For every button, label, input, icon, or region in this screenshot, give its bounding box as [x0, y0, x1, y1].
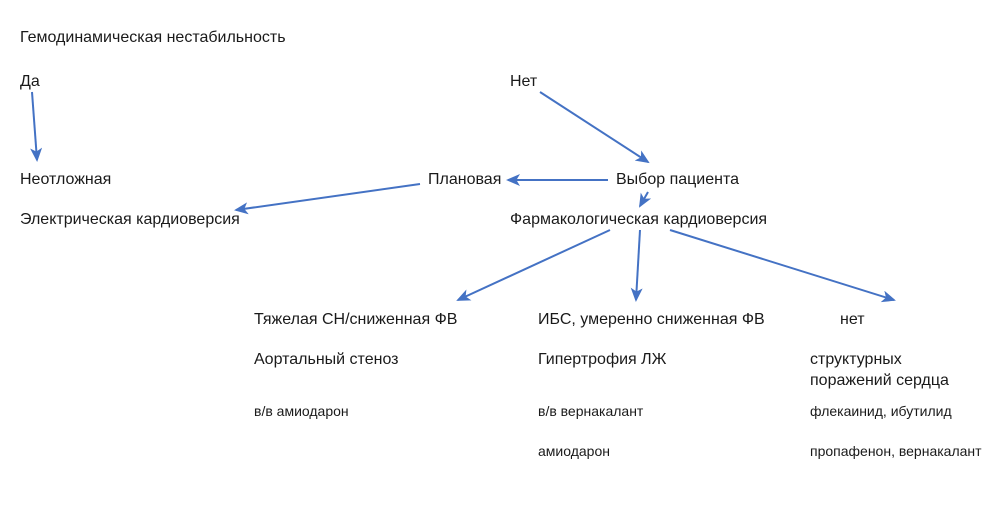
flow-edge-pharma_to_col3	[670, 230, 894, 300]
flow-node-title: Гемодинамическая нестабильность	[20, 28, 286, 49]
flow-node-planned: Плановая	[428, 170, 501, 191]
flow-edge-choice_to_pharma	[640, 192, 648, 206]
flow-node-col2_l3: в/в вернакалант	[538, 402, 643, 420]
flow-node-col1_l1: Тяжелая СН/сниженная ФВ	[254, 310, 457, 331]
flow-node-choice: Выбор пациента	[616, 170, 739, 191]
flow-node-col2_l1: ИБС, умеренно сниженная ФВ	[538, 310, 765, 331]
flow-edge-yes_to_urgent	[32, 92, 37, 160]
flow-node-col3_l1: нет	[840, 310, 865, 331]
flowchart-arrows	[0, 0, 1000, 514]
flow-edge-pharma_to_col2	[636, 230, 640, 300]
flow-node-no: Нет	[510, 72, 537, 93]
flow-edge-no_to_choice	[540, 92, 648, 162]
flow-node-electric: Электрическая кардиоверсия	[20, 210, 240, 231]
flow-node-col3_l2: структурных поражений сердца	[810, 350, 949, 392]
flow-node-col3_l3: флекаинид, ибутилид	[810, 402, 952, 420]
flow-node-col1_l2: Аортальный стеноз	[254, 350, 399, 371]
flow-node-urgent: Неотложная	[20, 170, 111, 191]
flow-edge-planned_to_electric	[236, 184, 420, 210]
flow-node-pharma: Фармакологическая кардиоверсия	[510, 210, 767, 231]
flow-edge-pharma_to_col1	[458, 230, 610, 300]
flow-node-col2_l4: амиодарон	[538, 442, 610, 460]
flow-node-yes: Да	[20, 72, 40, 93]
flow-node-col1_l3: в/в амиодарон	[254, 402, 349, 420]
flowchart-canvas: Гемодинамическая нестабильность Да Нет Неот…	[0, 0, 1000, 514]
flow-node-col2_l2: Гипертрофия ЛЖ	[538, 350, 666, 371]
flow-node-col3_l4: пропафенон, вернакалант	[810, 442, 982, 460]
